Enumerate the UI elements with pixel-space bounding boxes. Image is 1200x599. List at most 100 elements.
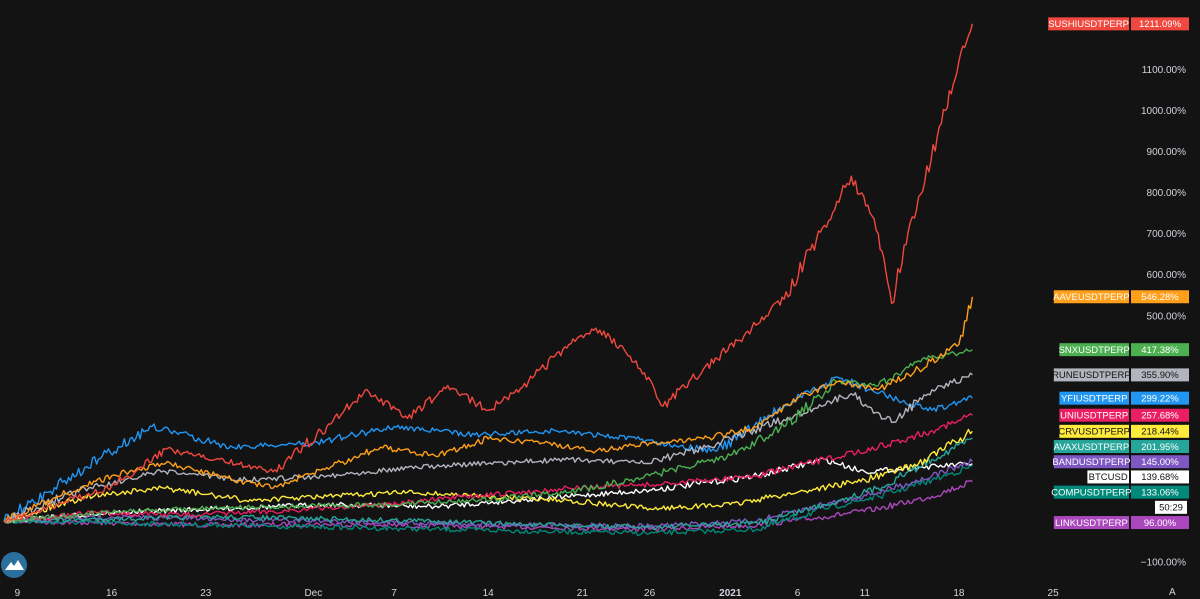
tag-value: 96.00% [1144, 518, 1177, 529]
price-tag-time[interactable]: 50:29 [1155, 500, 1187, 514]
price-tag-yfiusdtperp[interactable]: YFIUSDTPERP 299.22% [1059, 391, 1189, 405]
auto-scale-label[interactable]: A [1169, 587, 1176, 598]
tag-name-bg [1048, 17, 1129, 31]
tag-name-bg [1053, 440, 1129, 454]
tag-value: 546.28% [1141, 292, 1179, 303]
tag-value: 299.22% [1141, 393, 1179, 404]
tag-value-bg [1131, 470, 1189, 484]
x-tick-label: 23 [200, 588, 212, 599]
tag-series-name: SNXUSDTPERP [1059, 345, 1130, 356]
y-axis: 1100.00% 1000.00% 900.00% 800.00% 700.00% 600… [1141, 65, 1186, 569]
tag-name-bg [1053, 455, 1129, 469]
x-tick-label: 7 [391, 588, 397, 599]
x-axis: 9 16 23 Dec 7 14 21 26 2021 6 11 18 25 [15, 588, 1059, 599]
tag-value: 257.68% [1141, 411, 1179, 422]
series-line-btcusd[interactable] [3, 457, 973, 523]
x-tick-label: 18 [953, 588, 965, 599]
tag-value-bg [1131, 408, 1189, 422]
tradingview-mountain-icon [1, 552, 27, 578]
tag-series-name: UNIUSDTPERP [1060, 411, 1128, 422]
y-tick-label: 1100.00% [1142, 65, 1186, 76]
price-tag-crvusdtperp[interactable]: CRVUSDTPERP 218.44% [1058, 424, 1189, 438]
price-tag-snxusdtperp[interactable]: SNXUSDTPERP 417.38% [1059, 343, 1189, 357]
y-tick-label: 700.00% [1147, 229, 1187, 240]
x-tick-label: 11 [860, 588, 871, 599]
x-tick-label: 14 [483, 588, 495, 599]
tag-value: 417.38% [1141, 345, 1179, 356]
x-tick-label: 21 [577, 588, 589, 599]
price-tag-btcusd[interactable]: BTCUSD 139.68% [1087, 470, 1189, 484]
tag-value-bg [1131, 391, 1189, 405]
series-line-uniusdtperp[interactable] [3, 413, 973, 523]
x-tick-label: 2021 [719, 588, 742, 599]
tag-series-name: RUNEUSDTPERP [1052, 370, 1131, 381]
tag-name-bg [1053, 516, 1129, 530]
tag-series-name: CRVUSDTPERP [1058, 427, 1130, 438]
tag-series-name: AVAXUSDTPERP [1054, 442, 1130, 453]
tag-value-bg [1131, 290, 1189, 304]
price-tag-bandusdtperp[interactable]: BANDUSDTPERP 145.00% [1052, 455, 1189, 469]
mountain-glyph [5, 560, 24, 570]
series-line-runeusdtperp[interactable] [3, 372, 973, 522]
x-tick-label: Dec [304, 588, 322, 599]
y-tick-label: 800.00% [1147, 188, 1187, 199]
series-line-aaveusdtperp[interactable] [3, 296, 974, 523]
y-tick-label: −100.00% [1141, 558, 1186, 569]
price-tags: SUSHIUSDTPERP 1211.09% AAVEUSDTPERP 546.28%… [1048, 17, 1189, 530]
chart-logo[interactable] [1, 552, 27, 578]
tag-name-bg [1053, 485, 1129, 499]
tag-series-name: LINKUSDTPERP [1055, 518, 1128, 529]
tag-name-bg [1059, 343, 1129, 357]
tag-series-name: SUSHIUSDTPERP [1048, 19, 1129, 30]
tag-value: 139.68% [1141, 472, 1179, 483]
price-tag-compusdtperp[interactable]: COMPUSDTPERP 133.06% [1051, 485, 1189, 499]
series-line-snxusdtperp[interactable] [3, 348, 973, 523]
tag-value-bg [1155, 500, 1187, 514]
tag-name-bg [1059, 408, 1129, 422]
tag-series-name: AAVEUSDTPERP [1053, 292, 1129, 303]
series-line-compusdtperp[interactable] [3, 464, 973, 537]
x-tick-label: 25 [1048, 588, 1060, 599]
price-tag-linkusdtperp[interactable]: LINKUSDTPERP 96.00% [1053, 516, 1189, 530]
price-tag-sushiusdtperp[interactable]: SUSHIUSDTPERP 1211.09% [1048, 17, 1189, 31]
tag-name-bg [1053, 290, 1129, 304]
tag-series-name: YFIUSDTPERP [1061, 393, 1128, 404]
tag-value-bg [1131, 424, 1189, 438]
tag-value: 218.44% [1141, 427, 1179, 438]
tag-series-name: BANDUSDTPERP [1052, 457, 1130, 468]
price-tag-aaveusdtperp[interactable]: AAVEUSDTPERP 546.28% [1053, 290, 1189, 304]
series-line-sushiusdtperp[interactable] [3, 23, 974, 523]
series-line-yfiusdtperp[interactable] [3, 376, 973, 522]
x-tick-label: 9 [15, 588, 21, 599]
x-tick-label: 26 [644, 588, 656, 599]
tag-series-name: BTCUSD [1089, 472, 1128, 483]
tag-value-bg [1131, 343, 1189, 357]
tag-name-bg [1053, 368, 1129, 382]
auto-scale-button[interactable]: A [1169, 587, 1176, 598]
y-tick-label: 500.00% [1147, 311, 1187, 322]
tag-value: 133.06% [1141, 487, 1179, 498]
tag-name-bg [1087, 470, 1129, 484]
tag-name-bg [1059, 424, 1129, 438]
price-tag-uniusdtperp[interactable]: UNIUSDTPERP 257.68% [1059, 408, 1189, 422]
x-tick-label: 16 [106, 588, 118, 599]
tag-value: 201.95% [1141, 442, 1179, 453]
tag-value: 355.90% [1141, 370, 1179, 381]
tag-value-bg [1131, 368, 1189, 382]
x-tick-label: 6 [795, 588, 801, 599]
y-tick-label: 1000.00% [1141, 106, 1186, 117]
price-tag-avaxusdtperp[interactable]: AVAXUSDTPERP 201.95% [1053, 440, 1189, 454]
tag-value-bg [1131, 17, 1189, 31]
tag-value-bg [1131, 516, 1189, 530]
price-tag-runeusdtperp[interactable]: RUNEUSDTPERP 355.90% [1052, 368, 1189, 382]
tag-value-bg [1131, 485, 1189, 499]
tag-series-name: COMPUSDTPERP [1051, 487, 1131, 498]
series-line-crvusdtperp[interactable] [3, 428, 973, 524]
series-layer [3, 23, 974, 537]
tag-value: 50:29 [1159, 503, 1183, 514]
tag-value: 1211.09% [1139, 19, 1182, 30]
tag-value-bg [1131, 455, 1189, 469]
tag-name-bg [1059, 391, 1129, 405]
